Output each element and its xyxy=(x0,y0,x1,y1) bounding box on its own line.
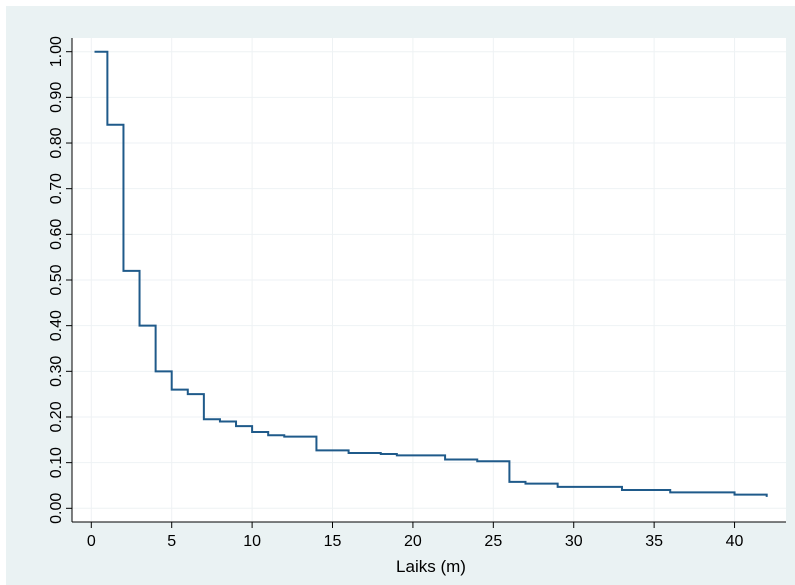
x-tick-label: 35 xyxy=(645,533,663,550)
y-tick-label: 0.50 xyxy=(48,264,65,295)
tick-labels: 0 5 10 15 20 25 30 35 40 0.00 0.10 0.20 0.30 0.40 0.50… xyxy=(48,36,744,550)
y-tick-label: 0.90 xyxy=(48,82,65,113)
y-tick-label: 0.70 xyxy=(48,173,65,204)
x-tick-label: 0 xyxy=(87,533,96,550)
y-tick-label: 0.40 xyxy=(48,310,65,341)
x-tick-label: 10 xyxy=(243,533,261,550)
series-group xyxy=(94,50,768,497)
axes xyxy=(66,38,786,528)
x-tick-label: 5 xyxy=(167,533,176,550)
y-tick-label: 0.10 xyxy=(48,447,65,478)
y-tick-label: 0.20 xyxy=(48,401,65,432)
y-tick-label: 0.00 xyxy=(48,493,65,524)
chart-figure: 0 5 10 15 20 25 30 35 40 0.00 0.10 0.20 0.30 0.40 0.50… xyxy=(6,6,795,585)
x-axis-title: Laiks (m) xyxy=(396,557,466,576)
series-line-0 xyxy=(94,50,768,497)
x-tick-label: 25 xyxy=(484,533,502,550)
grid-lines xyxy=(72,38,786,522)
x-tick-label: 15 xyxy=(324,533,342,550)
x-tick-label: 30 xyxy=(565,533,583,550)
x-tick-label: 20 xyxy=(404,533,422,550)
survival-chart: 0 5 10 15 20 25 30 35 40 0.00 0.10 0.20 0.30 0.40 0.50… xyxy=(48,36,786,576)
y-tick-label: 0.60 xyxy=(48,219,65,250)
y-tick-label: 0.80 xyxy=(48,127,65,158)
y-tick-label: 0.30 xyxy=(48,356,65,387)
y-tick-label: 1.00 xyxy=(48,36,65,67)
x-tick-label: 40 xyxy=(726,533,744,550)
